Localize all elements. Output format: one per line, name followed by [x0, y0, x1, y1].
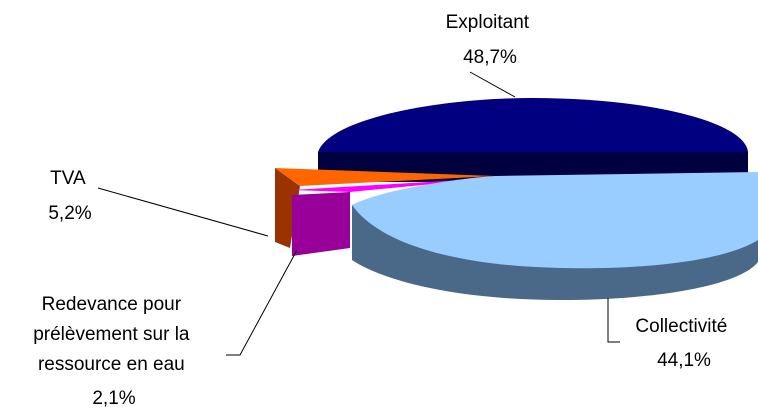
leader-redevance	[226, 250, 297, 355]
label-redevance-line3: ressource en eau	[38, 354, 185, 375]
label-exploitant-value: 48,7%	[463, 47, 517, 68]
label-redevance-line2: prélèvement sur la	[33, 324, 190, 345]
leader-collectivite	[608, 298, 620, 342]
label-tva-name: TVA	[50, 168, 86, 189]
label-collectivite-value: 44,1%	[657, 350, 711, 371]
label-exploitant-name: Exploitant	[446, 12, 530, 33]
label-tva-value: 5,2%	[48, 203, 91, 224]
label-redevance-line1: Redevance pour	[42, 294, 182, 315]
label-collectivite-name: Collectivité	[635, 316, 727, 337]
label-redevance-value: 2,1%	[92, 388, 135, 409]
label-redevance: Redevance pour prélèvement sur la ressou…	[33, 294, 195, 409]
label-collectivite: Collectivité 44,1%	[635, 316, 732, 371]
label-tva: TVA 5,2%	[48, 168, 91, 224]
slice-exploitant-top	[318, 98, 748, 152]
slice-redevance-side	[292, 192, 350, 256]
label-exploitant: Exploitant 48,7%	[446, 12, 535, 68]
leader-exploitant	[470, 72, 515, 97]
leader-tva	[98, 188, 268, 236]
